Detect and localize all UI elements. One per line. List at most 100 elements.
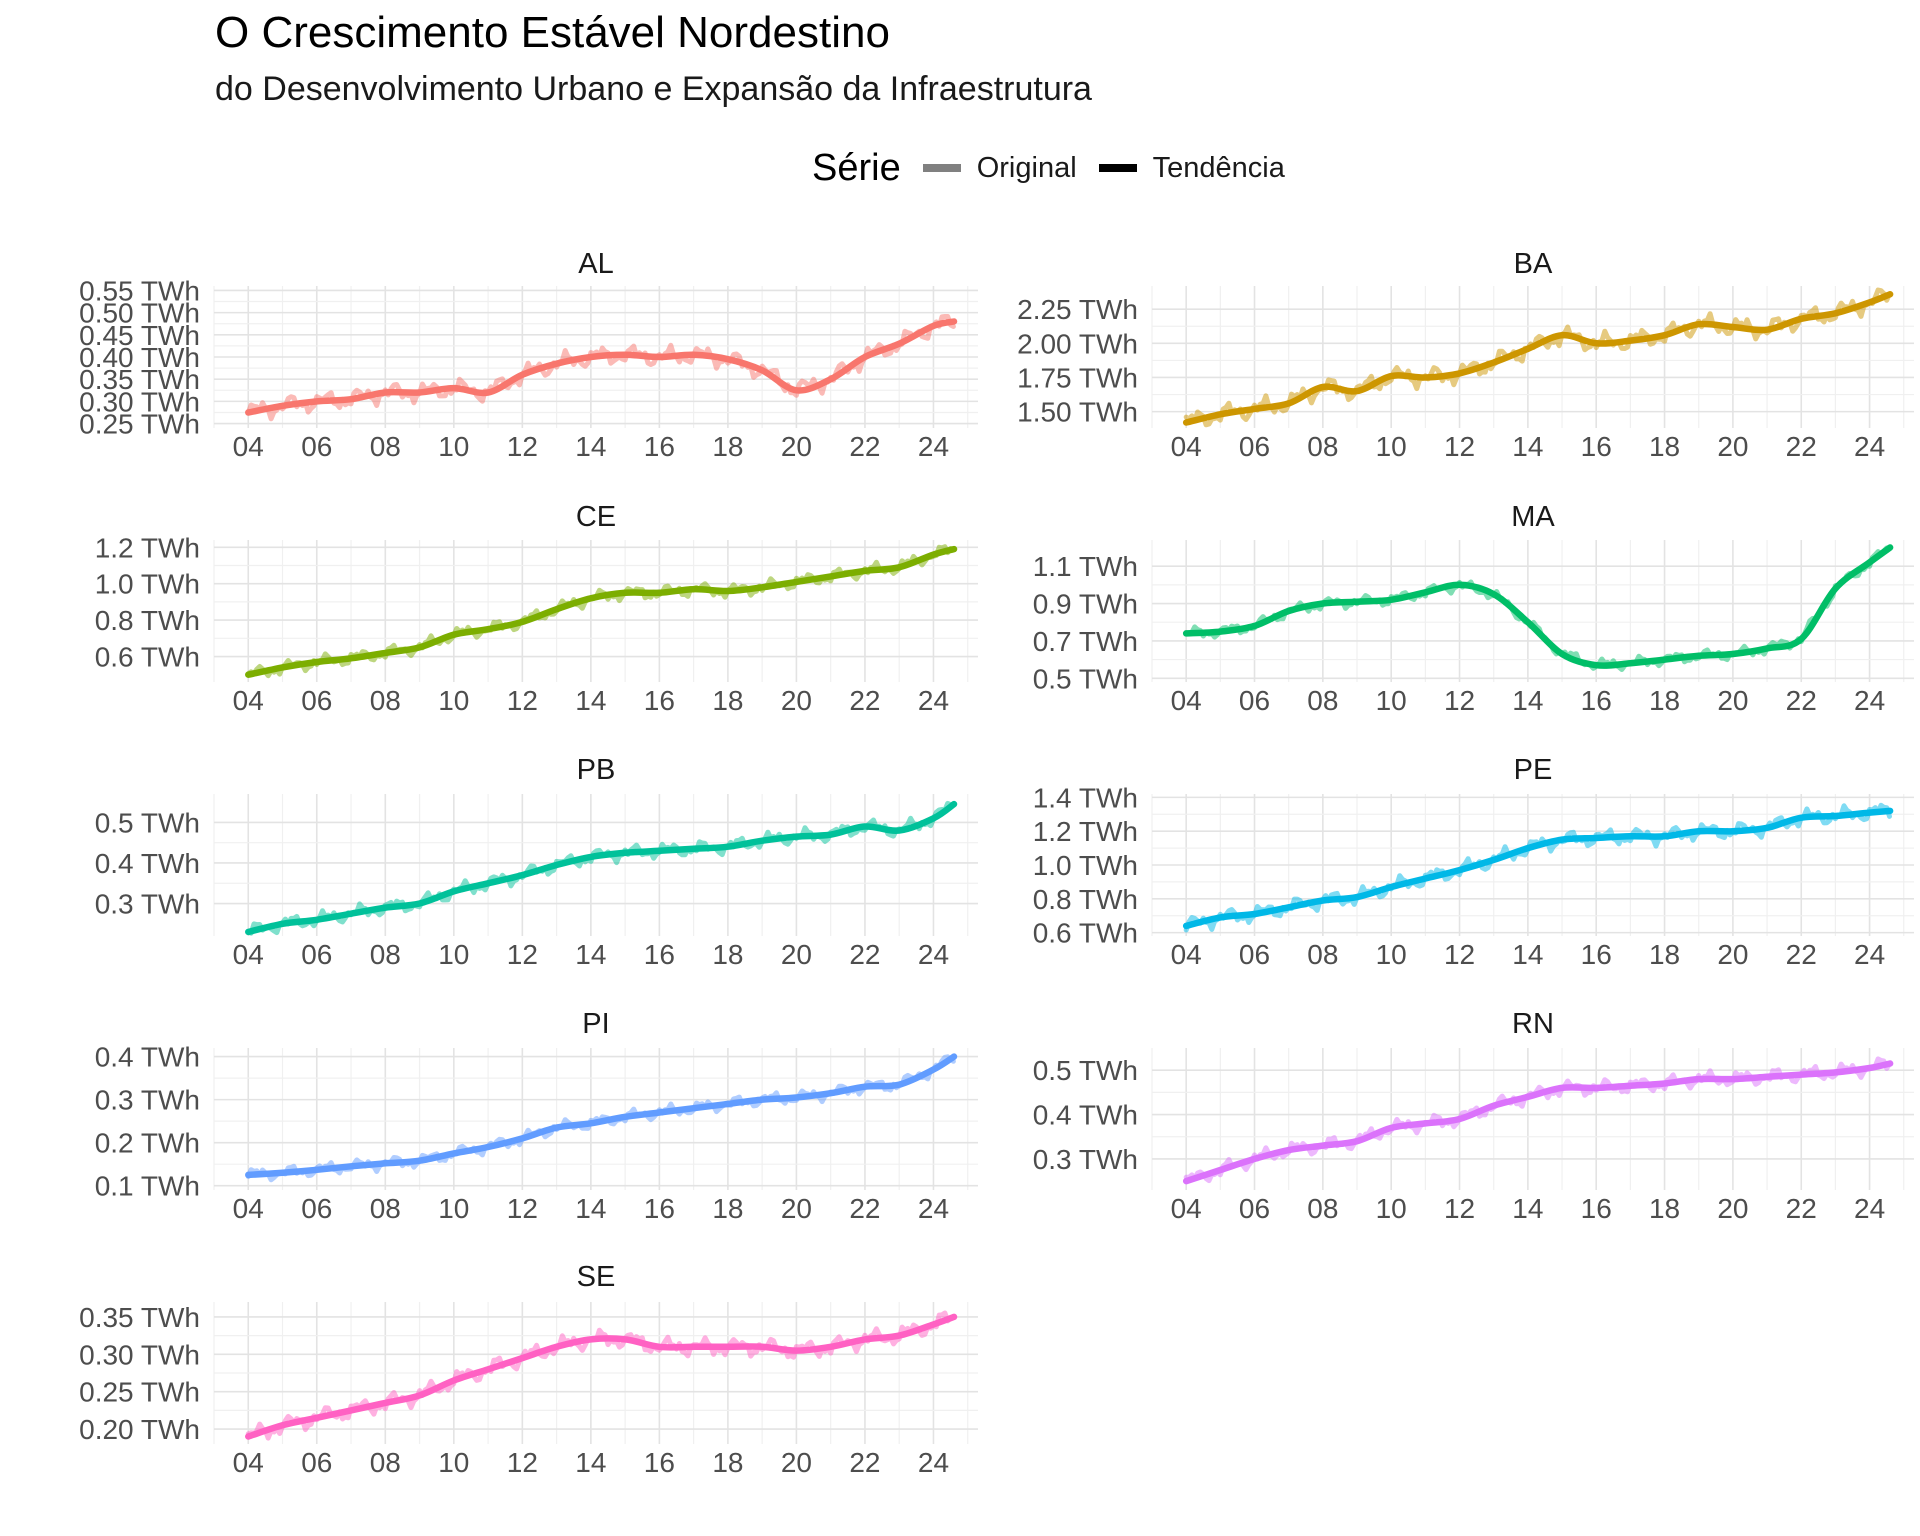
x-tick-label: 04: [1171, 431, 1202, 462]
x-tick-label: 12: [507, 685, 538, 716]
x-tick-label: 12: [507, 939, 538, 970]
y-tick-label: 0.50 TWh: [79, 298, 200, 329]
facet-label-se: SE: [577, 1261, 616, 1293]
y-tick-label: 2.25 TWh: [1017, 294, 1138, 325]
original-series-line: [1183, 1056, 1892, 1184]
x-tick-label: 04: [1171, 939, 1202, 970]
y-tick-label: 0.5 TWh: [95, 807, 200, 838]
x-tick-label: 06: [301, 1193, 332, 1224]
x-tick-label: 04: [233, 685, 264, 716]
facet-panel-pi: PI 0.1 TWh 0.2 TWh 0.3 TWh 0.4 TWh 04 06 08 10 12…: [95, 1008, 978, 1224]
y-tick-label: 0.45 TWh: [79, 320, 200, 351]
x-tick-label: 04: [233, 431, 264, 462]
x-tick-label: 16: [644, 1193, 675, 1224]
x-tick-label: 04: [1171, 1193, 1202, 1224]
original-series-line: [245, 1310, 956, 1441]
x-tick-label: 18: [1649, 939, 1680, 970]
chart-title: O Crescimento Estável Nordestino: [215, 8, 890, 57]
facet-panel-ma: MA 0.5 TWh 0.7 TWh 0.9 TWh 1.1 TWh 04 06 08 10 12…: [1033, 501, 1914, 716]
x-tick-label: 24: [918, 1193, 949, 1224]
y-tick-label: 0.3 TWh: [95, 889, 200, 920]
x-tick-label: 22: [849, 685, 880, 716]
x-tick-label: 12: [507, 431, 538, 462]
facet-label-ba: BA: [1514, 248, 1553, 280]
x-tick-label: 24: [1854, 939, 1885, 970]
y-tick-label: 0.6 TWh: [1033, 918, 1138, 949]
gridlines: [213, 794, 978, 936]
y-tick-label: 1.2 TWh: [95, 532, 200, 563]
x-tick-label: 16: [644, 685, 675, 716]
y-tick-label: 0.5 TWh: [1033, 1055, 1138, 1086]
facet-label-pe: PE: [1514, 754, 1553, 786]
facet-label-ma: MA: [1511, 501, 1555, 533]
x-tick-label: 14: [575, 685, 606, 716]
x-tick-label: 12: [1444, 431, 1475, 462]
x-tick-label: 10: [438, 939, 469, 970]
x-tick-label: 22: [1786, 685, 1817, 716]
x-tick-label: 06: [1239, 1193, 1270, 1224]
trend-series-line: [1182, 1060, 1894, 1185]
x-tick-label: 10: [438, 431, 469, 462]
x-tick-label: 10: [438, 1193, 469, 1224]
x-tick-label: 08: [370, 431, 401, 462]
x-tick-label: 22: [1786, 1193, 1817, 1224]
x-tick-label: 16: [644, 431, 675, 462]
y-tick-label: 0.7 TWh: [1033, 626, 1138, 657]
x-tick-label: 16: [644, 1447, 675, 1478]
y-tick-label: 0.30 TWh: [79, 386, 200, 417]
y-tick-label: 1.0 TWh: [95, 569, 200, 600]
x-tick-label: 24: [1854, 685, 1885, 716]
original-series-line: [245, 544, 956, 679]
facet-panel-se: SE 0.20 TWh 0.25 TWh 0.30 TWh 0.35 TWh 04 06 08…: [79, 1261, 978, 1478]
x-tick-label: 10: [438, 1447, 469, 1478]
y-tick-label: 0.4 TWh: [1033, 1100, 1138, 1131]
x-tick-label: 16: [1581, 685, 1612, 716]
legend-key-original: [922, 164, 961, 172]
x-tick-label: 18: [712, 431, 743, 462]
trend-series-line: [1182, 290, 1894, 426]
x-tick-label: 20: [781, 431, 812, 462]
x-tick-label: 08: [1307, 685, 1338, 716]
y-tick-label: 1.0 TWh: [1033, 850, 1138, 881]
facet-label-al: AL: [578, 248, 613, 280]
x-tick-label: 06: [1239, 685, 1270, 716]
y-tick-label: 0.4 TWh: [95, 1042, 200, 1073]
x-tick-label: 08: [370, 1447, 401, 1478]
trend-series-line: [245, 545, 958, 678]
x-tick-label: 18: [712, 685, 743, 716]
y-tick-label: 0.25 TWh: [79, 1377, 200, 1408]
x-tick-label: 10: [438, 685, 469, 716]
y-tick-label: 0.55 TWh: [79, 275, 200, 306]
y-tick-label: 0.20 TWh: [79, 1414, 200, 1445]
x-tick-label: 12: [507, 1447, 538, 1478]
x-tick-label: 18: [712, 1447, 743, 1478]
x-tick-label: 14: [575, 1447, 606, 1478]
x-tick-label: 14: [1512, 1193, 1543, 1224]
x-tick-label: 06: [301, 939, 332, 970]
gridlines: [1151, 1048, 1914, 1190]
legend-label-trend: Tendência: [1152, 151, 1285, 184]
x-tick-label: 06: [301, 1447, 332, 1478]
x-tick-label: 20: [1717, 939, 1748, 970]
gridlines: [213, 1048, 978, 1190]
x-tick-label: 18: [1649, 685, 1680, 716]
trend-series-line: [245, 1053, 958, 1179]
x-tick-label: 04: [233, 939, 264, 970]
legend-item-original: Original: [922, 152, 1077, 185]
x-tick-label: 04: [1171, 685, 1202, 716]
x-tick-label: 16: [1581, 1193, 1612, 1224]
x-tick-label: 04: [233, 1447, 264, 1478]
x-tick-label: 04: [233, 1193, 264, 1224]
x-tick-label: 18: [712, 939, 743, 970]
x-tick-label: 08: [1307, 939, 1338, 970]
y-tick-label: 0.5 TWh: [1033, 663, 1138, 694]
x-tick-label: 08: [370, 685, 401, 716]
facet-label-pi: PI: [582, 1008, 609, 1040]
y-tick-label: 0.1 TWh: [95, 1171, 200, 1202]
x-tick-label: 08: [1307, 431, 1338, 462]
trend-series-line: [245, 1313, 958, 1440]
facet-panel-ce: CE 0.6 TWh 0.8 TWh 1.0 TWh 1.2 TWh 04 06 08 10 12…: [95, 501, 978, 716]
x-tick-label: 24: [918, 939, 949, 970]
